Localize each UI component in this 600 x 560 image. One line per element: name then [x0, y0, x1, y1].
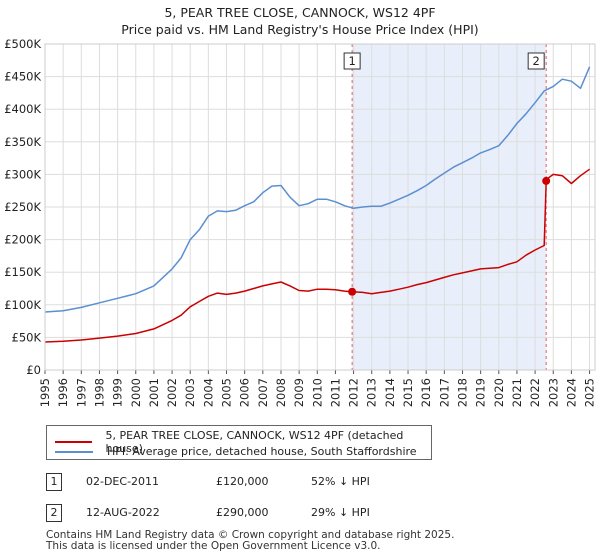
footer-copyright: Contains HM Land Registry data © Crown c… — [46, 529, 455, 541]
footer-licence: This data is licensed under the Open Gov… — [46, 540, 381, 552]
x-tick-label: 2017 — [437, 378, 451, 407]
series-line-hpi — [44, 66, 591, 313]
y-tick-label: £350K — [4, 135, 41, 149]
transaction-number-badge: 2 — [46, 504, 62, 522]
x-tick-label: 2016 — [419, 378, 433, 407]
x-tick-label: 2021 — [510, 378, 524, 407]
plot-frame — [44, 43, 596, 371]
x-tick-label: 2011 — [328, 378, 342, 407]
transaction-label-box — [527, 52, 545, 70]
legend-item-property: 5, PEAR TREE CLOSE, CANNOCK, WS12 4PF (d… — [55, 429, 431, 455]
legend-swatch-red — [55, 441, 92, 443]
x-tick-label: 2020 — [492, 378, 506, 407]
y-tick-label: £100K — [4, 298, 41, 312]
x-tick-label: 2000 — [129, 378, 143, 407]
transaction-date: 12-AUG-2022 — [86, 506, 160, 519]
chart-subtitle: Price paid vs. HM Land Registry's House … — [121, 22, 479, 37]
transaction-label: 2 — [533, 54, 540, 68]
y-tick-label: £50K — [12, 330, 42, 344]
legend-label-property: 5, PEAR TREE CLOSE, CANNOCK, WS12 4PF (d… — [105, 429, 404, 455]
y-tick-label: £150K — [4, 265, 41, 279]
transaction-point — [348, 287, 357, 296]
x-tick-label: 2009 — [292, 378, 306, 407]
x-tick-label: 1995 — [38, 378, 52, 407]
x-tick-label: 2022 — [528, 378, 542, 407]
transaction-row: 1 02-DEC-2011 £120,000 52% ↓ HPI — [46, 473, 566, 491]
x-tick-label: 2010 — [310, 378, 324, 407]
x-tick-label: 2012 — [347, 378, 361, 407]
series-line-property — [44, 168, 591, 343]
x-tick-label: 1999 — [111, 378, 125, 407]
x-tick-label: 2013 — [365, 378, 379, 407]
y-tick-label: £500K — [4, 37, 41, 51]
legend-item-hpi: HPI: Average price, detached house, Sout… — [55, 445, 417, 458]
x-tick-label: 2018 — [455, 378, 469, 407]
transaction-hpi-diff: 52% ↓ HPI — [311, 475, 370, 488]
legend-label-hpi: HPI: Average price, detached house, Sout… — [107, 445, 417, 458]
y-tick-label: £250K — [4, 200, 41, 214]
series-lines — [44, 66, 591, 343]
footer: Contains HM Land Registry data © Crown c… — [46, 530, 454, 552]
y-axis-ticks: £0 £50K £100K £150K £200K £250K £300K £350K £400… — [4, 37, 41, 377]
y-tick-label: £450K — [4, 70, 41, 84]
x-tick-label: 2006 — [238, 378, 252, 407]
x-tick-label: 2004 — [201, 378, 215, 407]
x-tick-label: 2007 — [256, 378, 270, 407]
x-tick-label: 1998 — [92, 378, 106, 407]
x-tick-label: 2019 — [474, 378, 488, 407]
x-axis-ticks: 1995 1996 1997 1998 1999 2000 2001 2002 2003 2004… — [38, 370, 597, 407]
y-tick-label: £300K — [4, 167, 41, 181]
transaction-row: 2 12-AUG-2022 £290,000 29% ↓ HPI — [46, 504, 566, 522]
transaction-label: 1 — [348, 54, 355, 68]
transaction-label-box — [343, 52, 361, 70]
x-tick-label: 2015 — [401, 378, 415, 407]
y-tick-label: £400K — [4, 102, 41, 116]
x-tick-label: 2023 — [546, 378, 560, 407]
transaction-price: £120,000 — [216, 475, 269, 488]
transaction-markers — [348, 176, 551, 296]
y-tick-label: £0 — [26, 363, 41, 377]
y-tick-label: £200K — [4, 233, 41, 247]
x-tick-label: 2003 — [183, 378, 197, 407]
transaction-number-badge: 1 — [46, 473, 62, 491]
transaction-price: £290,000 — [216, 506, 269, 519]
legend: 5, PEAR TREE CLOSE, CANNOCK, WS12 4PF (d… — [46, 425, 432, 460]
x-tick-label: 2008 — [274, 378, 288, 407]
x-tick-label: 1997 — [74, 378, 88, 407]
x-tick-label: 2014 — [383, 378, 397, 407]
chart-title: 5, PEAR TREE CLOSE, CANNOCK, WS12 4PF — [164, 5, 436, 20]
x-tick-label: 2025 — [583, 378, 597, 407]
transaction-hpi-diff: 29% ↓ HPI — [311, 506, 370, 519]
x-tick-label: 2024 — [564, 378, 578, 407]
x-tick-label: 1996 — [56, 378, 70, 407]
transaction-date: 02-DEC-2011 — [86, 475, 160, 488]
x-tick-label: 2002 — [165, 378, 179, 407]
legend-swatch-blue — [55, 450, 93, 453]
x-tick-label: 2005 — [220, 378, 234, 407]
x-tick-label: 2001 — [147, 378, 161, 407]
transaction-point — [542, 176, 551, 185]
chart-title-block: 5, PEAR TREE CLOSE, CANNOCK, WS12 4PF Pr… — [0, 4, 600, 38]
